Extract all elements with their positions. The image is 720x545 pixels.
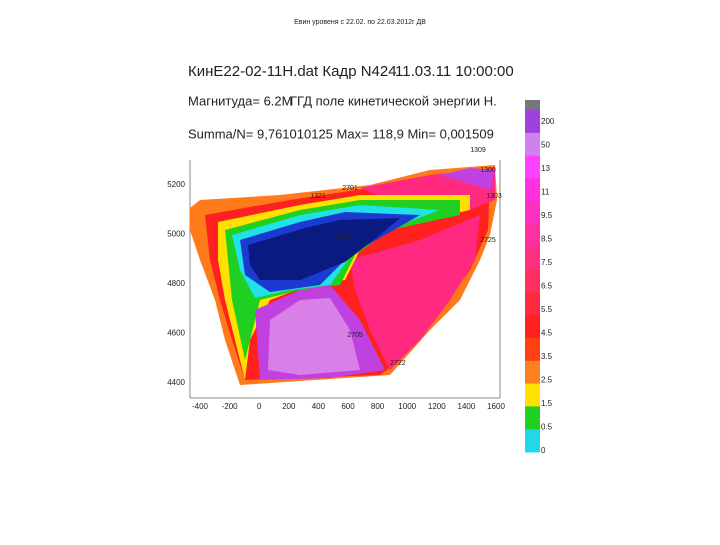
colorbar-segment (525, 201, 540, 225)
colorbar: 200 50 13 11 9.5 8.5 7.5 6.5 5.5 4.5 3.5 2.5 1.5 0.5 0 (525, 100, 555, 455)
colorbar-label: 9.5 (541, 211, 553, 220)
x-tick-label: 600 (341, 402, 355, 411)
field-name: ГГД поле кинетической энергии Н. (290, 93, 497, 108)
y-tick-label: 4400 (167, 378, 185, 387)
colorbar-label: 3.5 (541, 352, 553, 361)
colorbar-segment (525, 224, 540, 248)
x-tick-label: -400 (192, 402, 209, 411)
point-label: 2701 (342, 185, 358, 192)
point-label: 1309 (470, 147, 486, 154)
colorbar-segment (525, 360, 540, 385)
x-tick-label: 200 (282, 402, 296, 411)
x-tick-label: 400 (312, 402, 326, 411)
colorbar-segment (525, 429, 540, 453)
colorbar-label: 6.5 (541, 282, 553, 291)
x-tick-label: 1000 (398, 402, 416, 411)
colorbar-segment (525, 338, 540, 362)
colorbar-segment (525, 406, 540, 430)
point-label: 2705 (347, 332, 363, 339)
ticks: -400 -200 0 200 400 600 800 1000 1200 1400 1600 520… (167, 147, 505, 411)
colorbar-segment (525, 178, 540, 202)
point-label: 1303 (486, 193, 502, 200)
colorbar-label: 11 (541, 188, 550, 197)
point-label: 1300 (480, 167, 496, 174)
point-label: 1321 (310, 193, 326, 200)
file-label: КинЕ22-02-11Н.dat Кадр N424 (188, 63, 397, 80)
contour-map (189, 160, 501, 399)
colorbar-label: 0 (541, 446, 546, 455)
colorbar-label: 13 (541, 164, 550, 173)
colorbar-label: 8.5 (541, 235, 553, 244)
x-tick-label: 1400 (458, 402, 476, 411)
datetime: 11.03.11 10:00:00 (395, 63, 514, 80)
y-tick-label: 5000 (167, 230, 185, 239)
y-tick-label: 4800 (167, 279, 185, 288)
slide-title: Евин уровеня с 22.02. по 22.03.2012г ДВ (294, 19, 426, 26)
point-label: 2702 (337, 234, 353, 241)
colorbar-label: 2.5 (541, 376, 553, 385)
colorbar-cap (525, 100, 540, 110)
y-tick-label: 4600 (167, 329, 185, 338)
colorbar-segment (525, 383, 540, 407)
x-tick-label: 1600 (487, 402, 505, 411)
colorbar-segment (525, 155, 540, 179)
colorbar-label: 1.5 (541, 399, 553, 408)
x-tick-label: 0 (257, 402, 262, 411)
colorbar-segment (525, 246, 540, 271)
colorbar-segment (525, 269, 540, 293)
contour (440, 168, 495, 190)
magnitude: Магнитуда= 6.2М (188, 93, 292, 108)
y-tick-label: 5200 (167, 180, 185, 189)
colorbar-segment (525, 292, 540, 316)
point-label: 2722 (390, 360, 406, 367)
colorbar-label: 50 (541, 141, 550, 150)
colorbar-label: 200 (541, 117, 555, 126)
contour (268, 298, 360, 375)
x-tick-label: 1200 (428, 402, 446, 411)
summary: Summa/N= 9,761010125 Max= 118,9 Min= 0,0… (188, 126, 494, 141)
colorbar-segment (525, 110, 540, 134)
point-label: 2725 (480, 237, 496, 244)
colorbar-segment (525, 132, 540, 157)
colorbar-label: 7.5 (541, 258, 553, 267)
colorbar-segment (525, 315, 540, 339)
contour (248, 218, 400, 280)
colorbar-label: 4.5 (541, 329, 553, 338)
colorbar-label: 5.5 (541, 305, 553, 314)
x-tick-label: 800 (371, 402, 385, 411)
colorbar-label: 0.5 (541, 423, 553, 432)
contour (350, 215, 480, 370)
x-tick-label: -200 (222, 402, 239, 411)
